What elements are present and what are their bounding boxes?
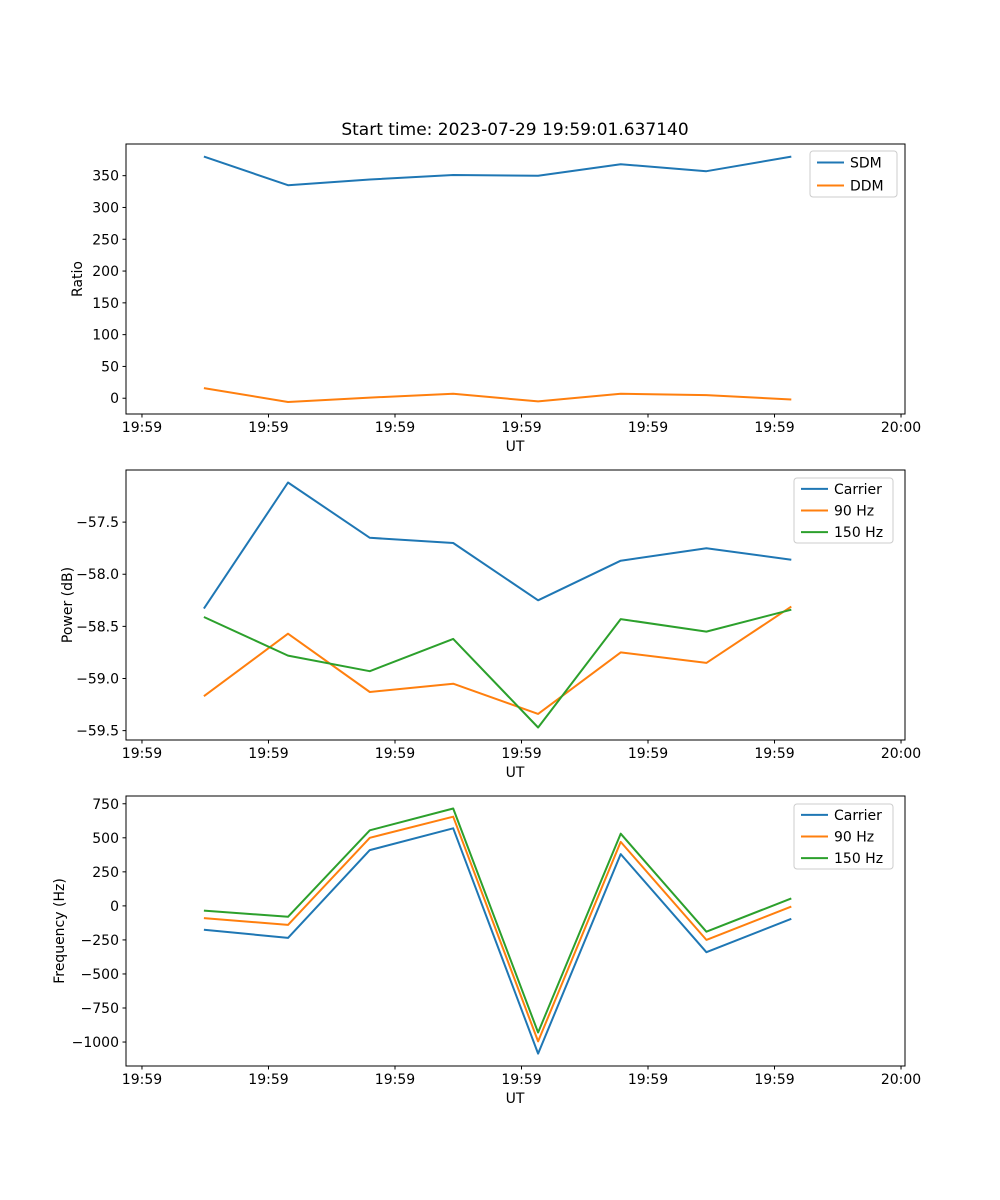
- y-tick-label: 0: [110, 899, 119, 915]
- series-line-carrier: [203, 827, 792, 1055]
- y-tick-label: 250: [92, 865, 119, 881]
- x-tick-label: 19:59: [248, 1072, 288, 1088]
- x-tick-label: 20:00: [881, 1072, 921, 1088]
- x-tick-label: 19:59: [375, 1072, 415, 1088]
- axes-frame: [125, 143, 906, 415]
- axes-frame: [125, 469, 906, 741]
- series-line-150-hz: [203, 807, 792, 1034]
- x-tick-label: 19:59: [501, 420, 541, 436]
- legend-box: [793, 477, 894, 544]
- x-tick-label: 19:59: [375, 420, 415, 436]
- series-line-90-hz: [203, 815, 792, 1043]
- x-tick-label: 19:59: [754, 1072, 794, 1088]
- y-tick-label: 200: [92, 264, 119, 280]
- x-tick-label: 19:59: [754, 420, 794, 436]
- series-line-ddm: [203, 387, 792, 403]
- xlabel-ut-top: UT: [505, 439, 525, 455]
- legend-label: 150 Hz: [834, 851, 883, 867]
- x-tick-label: 20:00: [881, 420, 921, 436]
- legend-label: DDM: [850, 179, 884, 195]
- x-tick-label: 20:00: [881, 746, 921, 762]
- subplot-3: 750 500 250 0 −250 −500 −750 −1000 19:59 19:59 19:…: [72, 795, 921, 1088]
- y-tick-label: 350: [92, 169, 119, 185]
- legend-label: 150 Hz: [834, 525, 883, 541]
- subplot-2: −57.5−58.0−58.5−59.0−59.519:59 19:59 19:59…: [76, 469, 921, 762]
- series-line-90-hz: [203, 605, 792, 715]
- subplot-1: 0 50 100 150 200 250 300 350 19:59 19:59 19:59 19:5…: [92, 143, 921, 436]
- x-tick-label: 19:59: [628, 1072, 668, 1088]
- axes-frame: [125, 795, 906, 1067]
- xlabel-ut-middle: UT: [505, 765, 525, 781]
- ylabel-ratio: Ratio: [70, 261, 86, 297]
- x-tick-label: 19:59: [122, 420, 162, 436]
- y-tick-label: 100: [92, 328, 119, 344]
- ylabel-frequency: Frequency (Hz): [52, 878, 68, 984]
- legend-label: Carrier: [834, 482, 882, 498]
- y-tick-label: −57.5: [76, 515, 119, 531]
- x-tick-label: 19:59: [122, 1072, 162, 1088]
- legend-box: [793, 803, 894, 870]
- y-tick-label: 750: [92, 797, 119, 813]
- y-tick-label: −58.0: [76, 567, 119, 583]
- series-line-sdm: [203, 155, 792, 187]
- x-tick-label: 19:59: [375, 746, 415, 762]
- y-tick-label: 250: [92, 232, 119, 248]
- y-tick-label: 300: [92, 200, 119, 216]
- y-tick-label: −750: [81, 1001, 119, 1017]
- xlabel-ut-bottom: UT: [505, 1091, 525, 1107]
- chart-title: Start time: 2023-07-29 19:59:01.637140: [341, 120, 689, 140]
- y-tick-label: −59.0: [76, 671, 119, 687]
- legend-label: 90 Hz: [834, 830, 874, 846]
- y-tick-label: −500: [81, 967, 119, 983]
- x-tick-label: 19:59: [501, 1072, 541, 1088]
- x-tick-label: 19:59: [248, 746, 288, 762]
- legend-label: SDM: [850, 156, 882, 172]
- y-tick-label: 0: [110, 391, 119, 407]
- y-tick-label: −58.5: [76, 619, 119, 635]
- x-tick-label: 19:59: [628, 420, 668, 436]
- ylabel-power: Power (dB): [60, 566, 76, 644]
- y-tick-label: 50: [101, 359, 119, 375]
- y-tick-label: 500: [92, 831, 119, 847]
- x-tick-label: 19:59: [628, 746, 668, 762]
- x-tick-label: 19:59: [248, 420, 288, 436]
- y-tick-label: −1000: [72, 1035, 119, 1051]
- y-tick-label: 150: [92, 296, 119, 312]
- series-line-carrier: [203, 481, 792, 610]
- y-tick-label: −59.5: [76, 724, 119, 740]
- x-tick-label: 19:59: [754, 746, 794, 762]
- legend-label: 90 Hz: [834, 504, 874, 520]
- y-tick-label: −250: [81, 933, 119, 949]
- legend-label: Carrier: [834, 808, 882, 824]
- x-tick-label: 19:59: [501, 746, 541, 762]
- x-tick-label: 19:59: [122, 746, 162, 762]
- series-line-150-hz: [203, 608, 792, 729]
